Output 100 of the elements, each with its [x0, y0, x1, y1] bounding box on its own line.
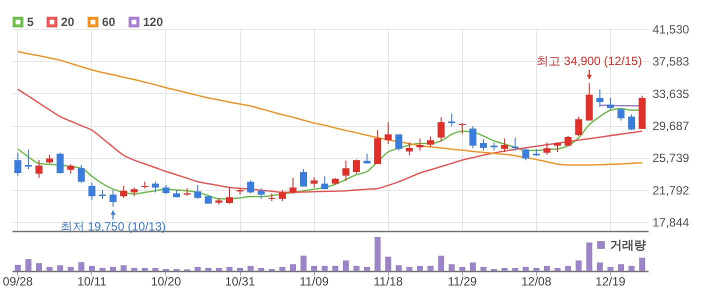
- candlestick: [406, 142, 413, 156]
- candlestick: [247, 180, 254, 194]
- candlestick: [120, 185, 128, 198]
- candlestick: [226, 187, 233, 204]
- bar: [120, 265, 127, 271]
- candlestick: [78, 164, 85, 184]
- bar: [364, 266, 370, 271]
- candlestick: [67, 164, 74, 174]
- bar: [576, 260, 582, 271]
- candlestick: [438, 116, 445, 142]
- bar: [639, 258, 646, 271]
- bar: [311, 266, 318, 271]
- bar: [628, 266, 635, 271]
- candlestick: [469, 126, 476, 149]
- bar: [374, 237, 381, 271]
- bar: [68, 266, 74, 271]
- bar: [522, 266, 529, 271]
- candlestick: [543, 142, 550, 156]
- y-tick-label: 33,635: [652, 86, 690, 101]
- bar: [300, 256, 307, 271]
- x-tick-label: 09/28: [2, 274, 34, 288]
- bar: [416, 266, 423, 271]
- bar: [152, 268, 158, 271]
- bar: [290, 264, 296, 271]
- bar: [596, 262, 603, 271]
- y-tick-label: 17,844: [652, 216, 690, 230]
- bar: [110, 266, 116, 271]
- bar: [607, 266, 614, 271]
- candlestick: [554, 142, 562, 153]
- candlestick: [564, 135, 572, 147]
- candlestick: [628, 114, 636, 131]
- candlestick: [110, 190, 117, 208]
- legend-label: 60: [102, 15, 116, 30]
- bar: [237, 268, 244, 271]
- candlestick: [342, 160, 350, 182]
- candlestick: [352, 159, 360, 174]
- bar: [512, 268, 518, 271]
- candlestick: [152, 181, 159, 193]
- candlestick: [416, 138, 424, 151]
- bar: [131, 268, 138, 271]
- legend-label: 거래량: [610, 238, 646, 252]
- bar: [565, 266, 572, 271]
- bar: [14, 264, 21, 271]
- candlestick: [618, 107, 625, 122]
- bar: [554, 268, 561, 271]
- bar: [396, 265, 402, 271]
- bar: [248, 266, 254, 271]
- candlestick: [56, 152, 64, 174]
- bar: [385, 256, 392, 271]
- x-tick-label: 11/09: [300, 274, 330, 288]
- legend-label: 5: [27, 15, 34, 30]
- x-tick-label: 10/31: [225, 274, 256, 288]
- bar: [502, 268, 508, 271]
- candlestick: [162, 184, 170, 194]
- x-tick-label: 10/20: [150, 274, 182, 288]
- candlestick: [448, 112, 456, 127]
- bar: [353, 266, 360, 271]
- candlestick: [395, 134, 402, 151]
- candlestick: [35, 160, 42, 178]
- candlestick: [310, 176, 318, 188]
- bar: [438, 256, 444, 271]
- bar: [544, 266, 550, 271]
- bar: [205, 268, 212, 271]
- candlestick: [258, 188, 265, 200]
- bar: [78, 262, 84, 271]
- candlestick: [512, 137, 519, 151]
- x-tick-label: 10/11: [77, 274, 107, 288]
- x-tick-label: 12/08: [521, 274, 552, 288]
- bar: [258, 268, 264, 271]
- candlestick: [300, 168, 308, 188]
- bar: [342, 260, 349, 271]
- y-tick-label: 21,792: [652, 183, 690, 198]
- bar: [142, 268, 148, 271]
- bar: [406, 266, 412, 271]
- annotation: 최저 19,750 (10/13): [60, 220, 166, 234]
- bar: [46, 266, 53, 271]
- bar: [25, 259, 32, 271]
- candlestick: [278, 190, 286, 202]
- candlestick: [364, 153, 371, 164]
- bar: [216, 268, 222, 271]
- candlestick: [596, 88, 604, 108]
- bar: [428, 266, 434, 271]
- x-tick-label: 12/19: [595, 274, 626, 288]
- bar: [88, 266, 95, 271]
- bar: [99, 268, 106, 271]
- bar: [459, 266, 466, 271]
- bar: [226, 266, 232, 271]
- bar: [36, 263, 42, 271]
- candlestick: [384, 122, 392, 145]
- bar: [470, 262, 476, 271]
- candlestick: [501, 138, 508, 153]
- bar: [448, 264, 455, 271]
- candlestick: [24, 149, 32, 170]
- candlestick: [480, 138, 487, 151]
- candlestick: [14, 152, 22, 176]
- candlestick: [289, 177, 296, 194]
- candlestick: [458, 122, 466, 134]
- candlestick: [321, 176, 328, 190]
- y-tick-label: 41,530: [652, 22, 690, 36]
- bar: [194, 266, 201, 271]
